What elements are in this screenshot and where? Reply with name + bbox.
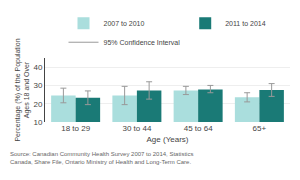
svg-text:65+: 65+ bbox=[253, 124, 267, 133]
svg-text:Percentage (%) of the Populati: Percentage (%) of the PopulationAges 18 … bbox=[14, 38, 31, 141]
svg-text:30 to 44: 30 to 44 bbox=[122, 124, 151, 133]
svg-text:2011 to 2014: 2011 to 2014 bbox=[225, 20, 265, 27]
svg-text:2007 to 2010: 2007 to 2010 bbox=[104, 20, 145, 27]
svg-text:Source: Canadian Community Hea: Source: Canadian Community Health Survey… bbox=[10, 151, 193, 165]
svg-text:45 to 64: 45 to 64 bbox=[184, 124, 213, 133]
svg-text:20: 20 bbox=[33, 100, 42, 109]
svg-text:Age (Years): Age (Years) bbox=[147, 135, 189, 144]
svg-text:40: 40 bbox=[33, 63, 42, 72]
svg-text:95% Confidence Interval: 95% Confidence Interval bbox=[104, 39, 181, 46]
svg-text:10: 10 bbox=[33, 118, 42, 127]
svg-text:30: 30 bbox=[33, 81, 42, 90]
svg-text:18 to 29: 18 to 29 bbox=[61, 124, 90, 133]
